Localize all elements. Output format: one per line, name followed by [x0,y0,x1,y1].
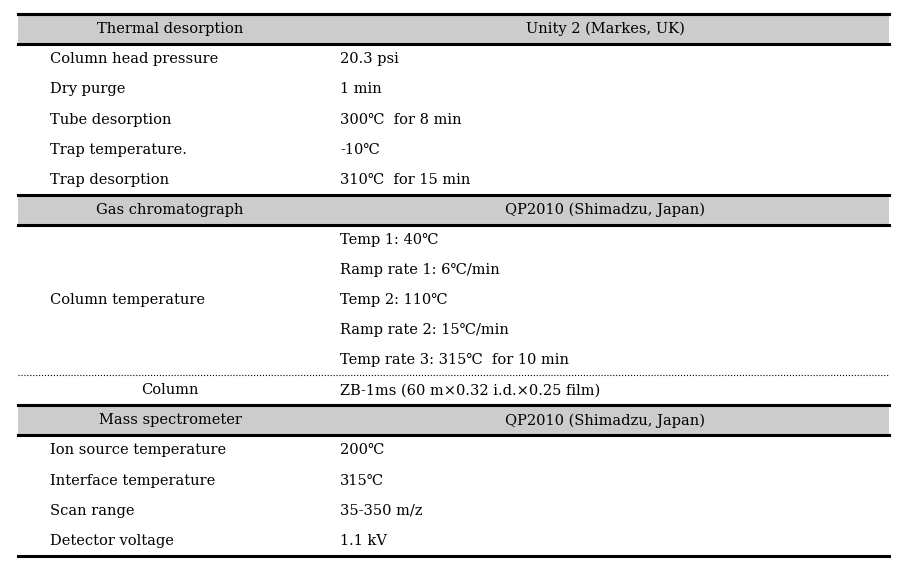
Text: Column temperature: Column temperature [50,293,205,307]
Text: Trap temperature.: Trap temperature. [50,142,187,157]
Text: Temp rate 3: 315℃  for 10 min: Temp rate 3: 315℃ for 10 min [340,353,569,367]
Text: 315℃: 315℃ [340,474,385,487]
Text: Ramp rate 1: 6℃/min: Ramp rate 1: 6℃/min [340,263,500,277]
Text: QP2010 (Shimadzu, Japan): QP2010 (Shimadzu, Japan) [505,202,706,217]
Text: -10℃: -10℃ [340,142,380,157]
Text: Column head pressure: Column head pressure [50,52,219,66]
Text: Interface temperature: Interface temperature [50,474,215,487]
Text: ZB-1ms (60 m×0.32 i.d.×0.25 film): ZB-1ms (60 m×0.32 i.d.×0.25 film) [340,383,600,397]
Text: Thermal desorption: Thermal desorption [97,22,243,36]
Text: 200℃: 200℃ [340,443,385,458]
Text: Tube desorption: Tube desorption [50,112,171,127]
Text: 1.1 kV: 1.1 kV [340,534,387,548]
Text: Unity 2 (Markes, UK): Unity 2 (Markes, UK) [526,22,685,36]
Bar [18,14,889,44]
Text: Detector voltage: Detector voltage [50,534,174,548]
Text: 1 min: 1 min [340,83,382,96]
Text: 300℃  for 8 min: 300℃ for 8 min [340,112,462,127]
Text: 20.3 psi: 20.3 psi [340,52,399,66]
Text: Column: Column [141,383,199,397]
Text: Ion source temperature: Ion source temperature [50,443,226,458]
Bar [18,405,889,435]
Text: Trap desorption: Trap desorption [50,173,169,187]
Text: Mass spectrometer: Mass spectrometer [99,413,241,428]
Text: Scan range: Scan range [50,504,134,518]
Text: Dry purge: Dry purge [50,83,125,96]
Bar [18,195,889,225]
Text: Ramp rate 2: 15℃/min: Ramp rate 2: 15℃/min [340,323,509,337]
Text: Temp 1: 40℃: Temp 1: 40℃ [340,233,439,247]
Text: Temp 2: 110℃: Temp 2: 110℃ [340,293,448,307]
Text: QP2010 (Shimadzu, Japan): QP2010 (Shimadzu, Japan) [505,413,706,428]
Text: 310℃  for 15 min: 310℃ for 15 min [340,173,471,187]
Text: Gas chromatograph: Gas chromatograph [96,203,244,217]
Text: 35-350 m/z: 35-350 m/z [340,504,423,518]
